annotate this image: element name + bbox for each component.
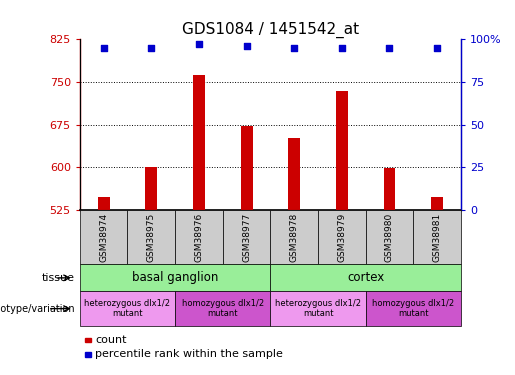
Text: GSM38981: GSM38981 (433, 213, 441, 262)
Bar (241, 126, 252, 210)
Text: cortex: cortex (347, 272, 384, 284)
Text: GSM38977: GSM38977 (242, 213, 251, 262)
Text: heterozygous dlx1/2
mutant: heterozygous dlx1/2 mutant (275, 299, 361, 318)
Text: tissue: tissue (42, 273, 75, 283)
Text: GSM38978: GSM38978 (290, 213, 299, 262)
Point (338, 45, 346, 51)
Bar (384, 168, 396, 210)
Text: GSM38980: GSM38980 (385, 213, 394, 262)
Text: basal ganglion: basal ganglion (132, 272, 218, 284)
Title: GDS1084 / 1451542_at: GDS1084 / 1451542_at (182, 22, 359, 38)
Point (99, 45, 108, 51)
Text: heterozygous dlx1/2
mutant: heterozygous dlx1/2 mutant (84, 299, 170, 318)
Bar (288, 138, 300, 210)
Text: count: count (95, 335, 127, 345)
Text: genotype/variation: genotype/variation (0, 304, 75, 313)
Point (290, 45, 298, 51)
Bar (193, 75, 205, 210)
Point (147, 45, 156, 51)
Point (433, 45, 441, 51)
Text: GSM38976: GSM38976 (195, 213, 203, 262)
Point (385, 45, 393, 51)
Bar (145, 167, 157, 210)
Bar (336, 91, 348, 210)
Text: homozygous dlx1/2
mutant: homozygous dlx1/2 mutant (372, 299, 454, 318)
Text: GSM38974: GSM38974 (99, 213, 108, 262)
Point (195, 42, 203, 48)
Bar (431, 197, 443, 210)
Text: GSM38979: GSM38979 (337, 213, 346, 262)
Text: percentile rank within the sample: percentile rank within the sample (95, 350, 283, 359)
Text: GSM38975: GSM38975 (147, 213, 156, 262)
Text: homozygous dlx1/2
mutant: homozygous dlx1/2 mutant (182, 299, 264, 318)
Point (243, 43, 251, 49)
Bar (98, 197, 110, 210)
